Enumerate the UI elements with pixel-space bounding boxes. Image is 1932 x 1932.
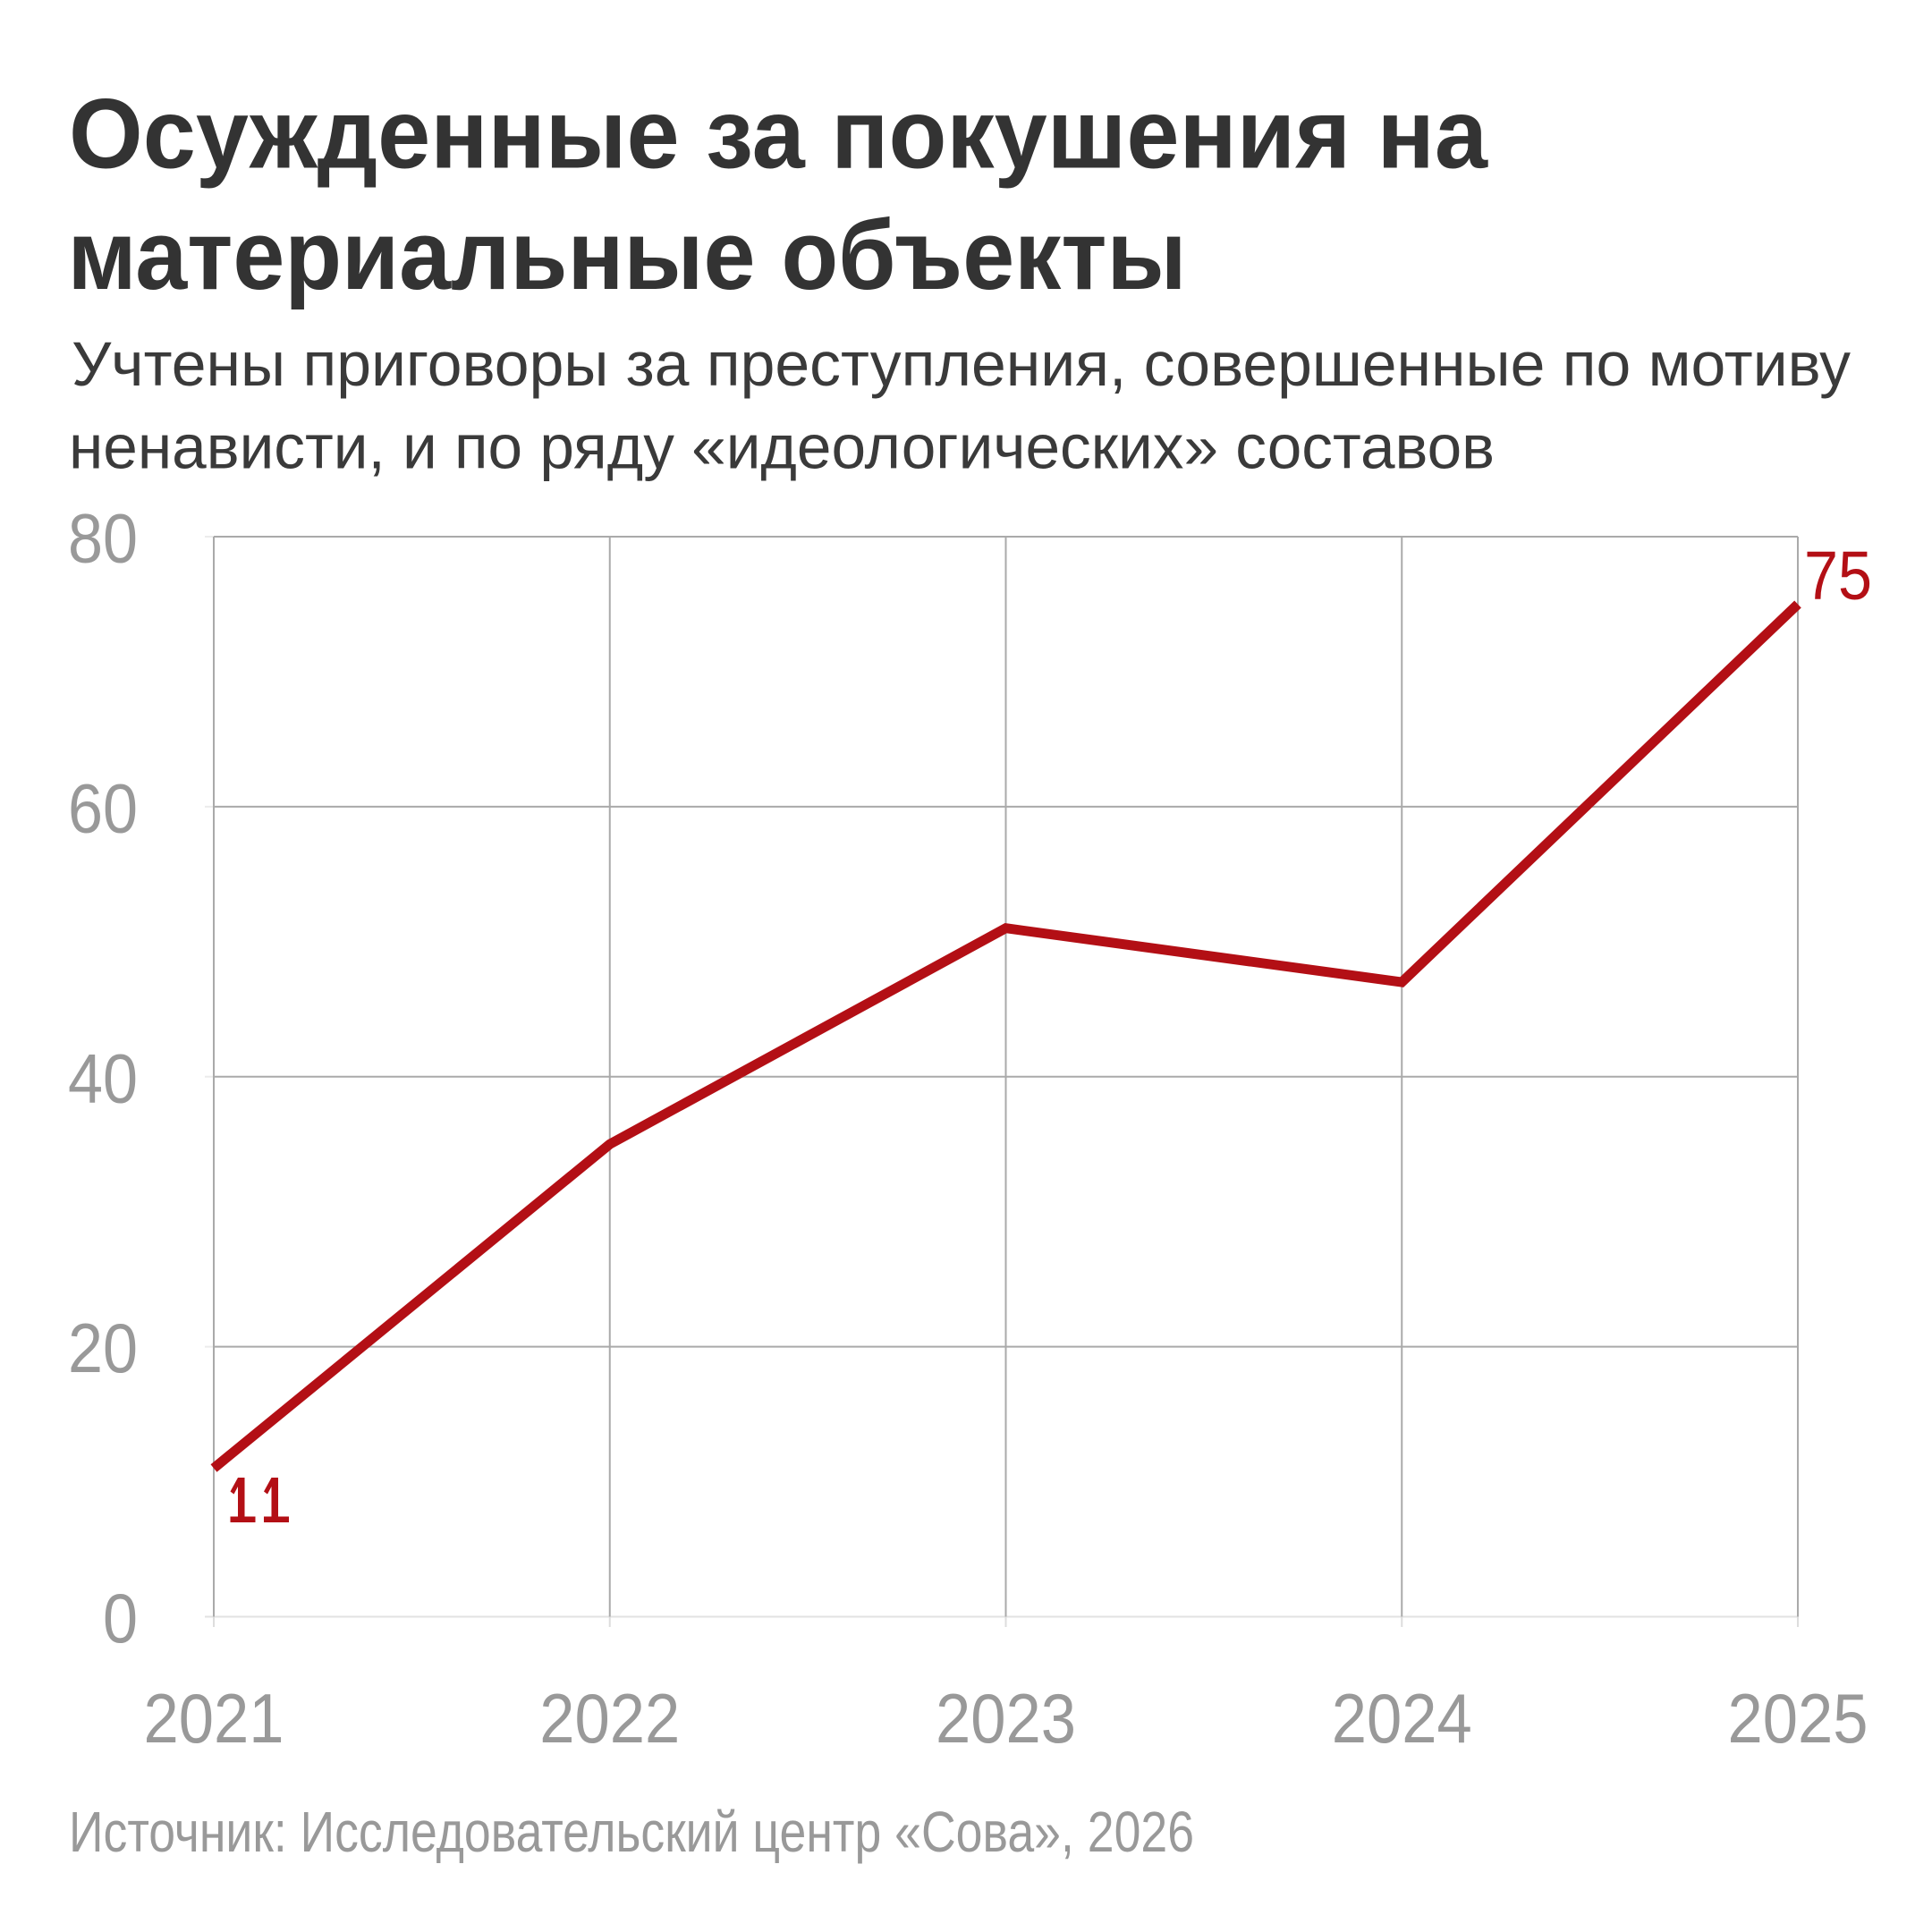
svg-text:2025: 2025	[1728, 1679, 1868, 1758]
svg-text:40: 40	[68, 1038, 138, 1117]
svg-text:ненависти, и по ряду «идеологи: ненависти, и по ряду «идеологических» со…	[69, 412, 1495, 482]
svg-text:материальные объекты: материальные объекты	[68, 200, 1187, 310]
svg-text:2022: 2022	[539, 1679, 680, 1758]
svg-text:2024: 2024	[1332, 1679, 1472, 1758]
svg-text:Осужденные за покушения на: Осужденные за покушения на	[69, 80, 1488, 190]
svg-text:Учтены приговоры за преступлен: Учтены приговоры за преступления, соверш…	[72, 329, 1851, 399]
svg-text:60: 60	[68, 768, 138, 847]
svg-text:Источник: Исследовательский це: Источник: Исследовательский центр «Сова»…	[69, 1800, 1194, 1864]
svg-text:80: 80	[68, 499, 138, 578]
svg-text:75: 75	[1804, 538, 1872, 614]
svg-text:2023: 2023	[936, 1679, 1076, 1758]
svg-text:2021: 2021	[144, 1679, 284, 1758]
svg-text:20: 20	[68, 1309, 138, 1387]
svg-text:0: 0	[103, 1579, 138, 1657]
